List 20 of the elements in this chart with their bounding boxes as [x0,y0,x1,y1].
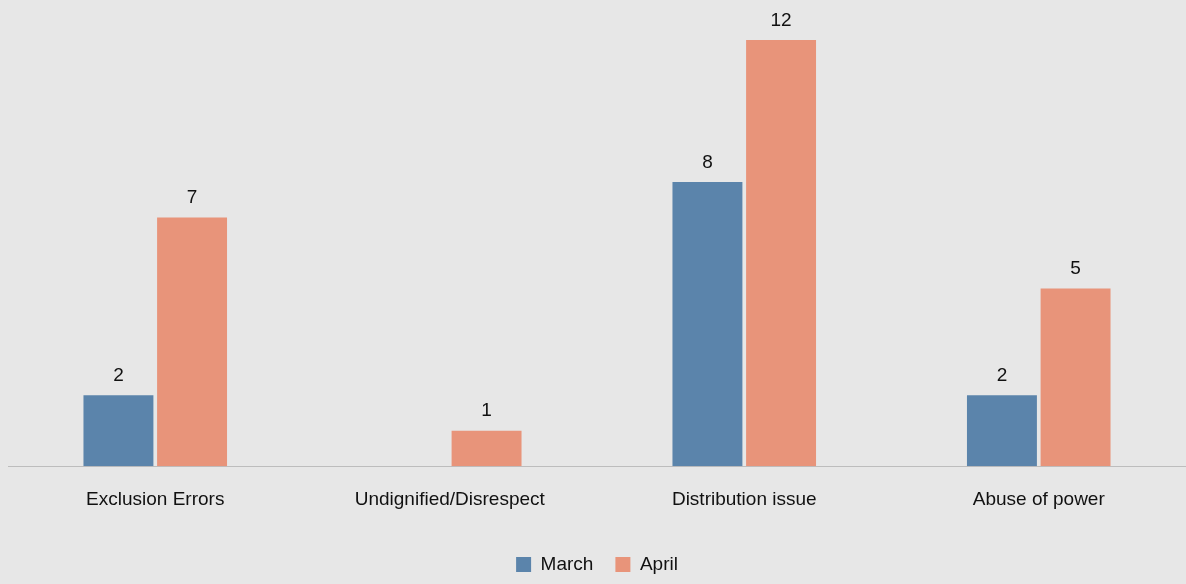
x-tick-label: Abuse of power [972,487,1106,509]
data-label: 2 [113,363,124,385]
data-label: 2 [996,363,1008,385]
bar [1040,288,1111,467]
bar [746,40,817,467]
data-label: 12 [770,8,792,30]
bar [451,430,522,467]
bar [83,395,154,467]
x-tick-label: Exclusion Errors [86,487,225,509]
x-tick-label: Undignified/Disrespect [354,487,546,509]
x-tick-label: Distribution issue [671,487,817,509]
legend-label: April [639,552,678,574]
data-label: 5 [1070,257,1081,279]
data-label: 1 [481,399,492,421]
data-label: 7 [186,186,198,208]
legend-label: March [540,552,594,574]
data-label: 8 [702,150,713,172]
bar [966,395,1037,467]
bar [157,217,228,467]
bar [672,182,743,467]
